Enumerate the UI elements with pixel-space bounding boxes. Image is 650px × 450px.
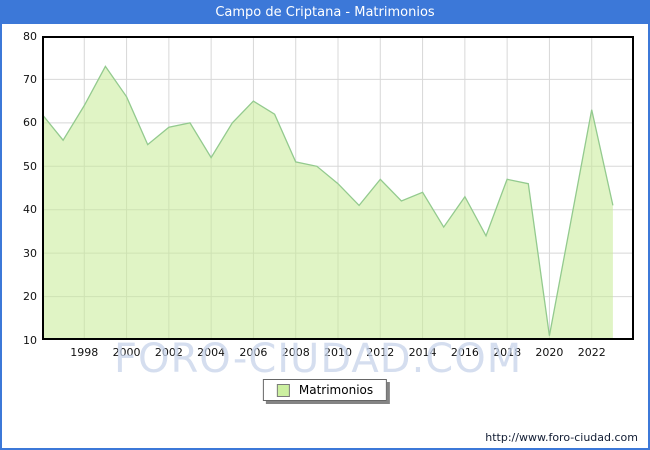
y-tick-label: 80 — [23, 29, 37, 43]
legend-label: Matrimonios — [298, 383, 374, 397]
y-tick-label: 30 — [23, 246, 37, 260]
footer-url: http://www.foro-ciudad.com — [485, 431, 638, 444]
area-chart — [42, 36, 634, 340]
x-tick-label: 2000 — [112, 346, 141, 359]
chart-title: Campo de Criptana - Matrimonios — [2, 2, 648, 24]
data-line — [42, 65, 614, 336]
x-tick-label: 2004 — [197, 346, 226, 359]
y-tick-label: 40 — [23, 203, 37, 217]
area-fill — [42, 66, 613, 340]
y-tick-label: 10 — [23, 333, 37, 347]
x-tick-label: 2018 — [493, 346, 522, 359]
x-tick-label: 2020 — [535, 346, 564, 359]
y-tick-label: 60 — [23, 116, 37, 130]
x-tick-label: 2022 — [577, 346, 606, 359]
y-tick-label: 70 — [23, 72, 37, 86]
x-tick-label: 2008 — [281, 346, 310, 359]
y-tick-label: 50 — [23, 159, 37, 173]
x-tick-label: 2002 — [154, 346, 183, 359]
legend: Matrimonios — [262, 379, 388, 401]
x-tick-label: 2006 — [239, 346, 268, 359]
x-tick-label: 2014 — [408, 346, 437, 359]
plot-border — [42, 36, 634, 340]
x-tick-label: 2010 — [324, 346, 352, 359]
watermark: FORO-CIUDAD.COM — [114, 336, 523, 382]
y-tick-label: 20 — [23, 290, 37, 304]
x-tick-label: 2016 — [450, 346, 479, 359]
x-tick-label: 1998 — [70, 346, 99, 359]
legend-swatch-icon — [276, 383, 290, 397]
x-tick-label: 2012 — [366, 346, 395, 359]
